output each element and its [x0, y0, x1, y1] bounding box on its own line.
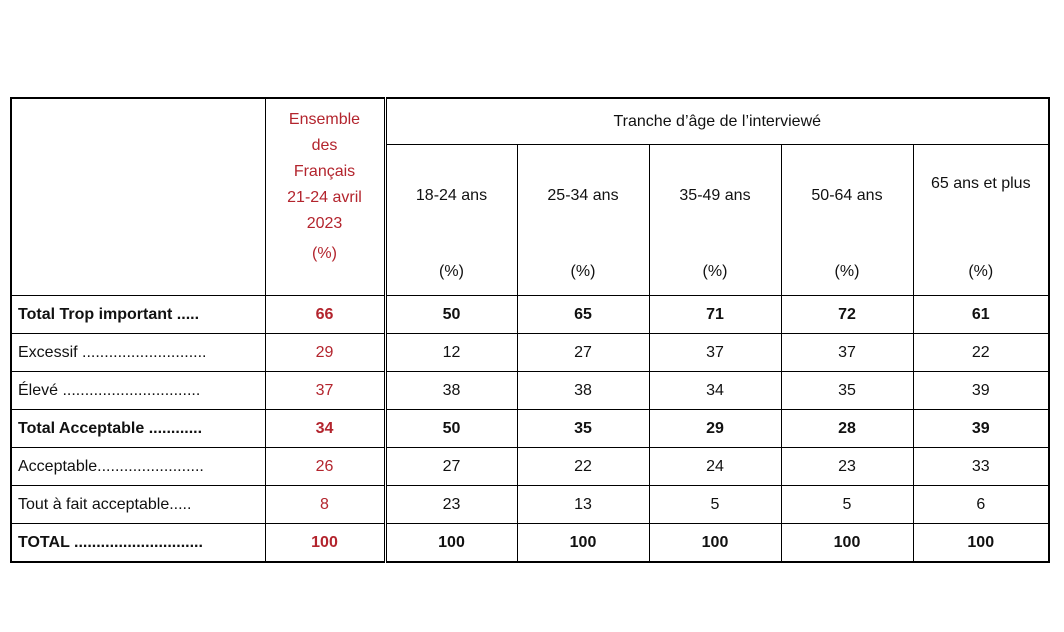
- age-value: 39: [912, 371, 1051, 410]
- age-value: 27: [384, 447, 518, 486]
- row-label: Total Acceptable ............: [10, 409, 266, 448]
- ensemble-value: 66: [264, 295, 387, 334]
- row-label: Total Trop important .....: [10, 295, 266, 334]
- age-column-unit: (%): [439, 263, 464, 280]
- ensemble-header-line4: 21-24 avril: [287, 189, 362, 206]
- age-column-label: 35-49 ans: [679, 187, 751, 204]
- age-value: 100: [384, 523, 518, 563]
- ensemble-value: 34: [264, 409, 387, 448]
- age-value: 100: [516, 523, 650, 563]
- age-value: 12: [384, 333, 518, 372]
- header-row-2: 18-24 ans (%) 25-34 ans (%) 35-49 ans (%…: [11, 144, 1051, 296]
- age-column-label: 65 ans et plus: [930, 175, 1031, 192]
- row-label: TOTAL .............................: [10, 523, 266, 563]
- age-column-label: 18-24 ans: [415, 187, 488, 204]
- table-row: Élevé ............................... 37 3…: [10, 371, 1051, 410]
- age-value: 37: [648, 333, 782, 372]
- ensemble-header-line3: Français: [293, 163, 356, 180]
- age-value: 61: [912, 295, 1051, 334]
- age-value: 50: [384, 409, 518, 448]
- ensemble-header: Ensemble des Français 21-24 avril 2023 (…: [264, 97, 387, 296]
- age-column-unit: (%): [968, 263, 994, 280]
- age-value: 27: [516, 333, 650, 372]
- age-value: 38: [384, 371, 518, 410]
- age-value: 24: [648, 447, 782, 486]
- age-column-header: 35-49 ans (%): [648, 144, 782, 296]
- age-value: 35: [780, 371, 914, 410]
- row-label: Tout à fait acceptable.....: [10, 485, 266, 524]
- age-value: 22: [516, 447, 650, 486]
- survey-table: Ensemble des Français 21-24 avril 2023 (…: [10, 97, 1051, 563]
- row-label: Excessif ............................: [10, 333, 266, 372]
- ensemble-value: 26: [264, 447, 387, 486]
- age-column-unit: (%): [834, 263, 860, 280]
- ensemble-header-line1: Ensemble: [288, 111, 361, 128]
- age-column-unit: (%): [702, 263, 728, 280]
- age-value: 6: [912, 485, 1051, 524]
- table-row: TOTAL ............................. 100 10…: [10, 523, 1051, 563]
- age-column-label: 50-64 ans: [811, 187, 883, 204]
- age-value: 100: [912, 523, 1051, 563]
- age-value: 33: [912, 447, 1051, 486]
- age-value: 38: [516, 371, 650, 410]
- age-group-header: Tranche d’âge de l’interviewé: [384, 97, 1051, 145]
- table-row: Total Trop important ..... 66 50 65 71 72 61: [10, 295, 1051, 334]
- table-row: Excessif ............................ 29 1…: [10, 333, 1051, 372]
- table-row: Acceptable........................ 26 27 22…: [10, 447, 1051, 486]
- age-value: 37: [780, 333, 914, 372]
- age-value: 23: [384, 485, 518, 524]
- age-value: 100: [780, 523, 914, 563]
- ensemble-header-unit: (%): [312, 245, 337, 262]
- ensemble-header-line5: 2023: [306, 215, 343, 232]
- ensemble-header-line2: des: [311, 137, 338, 154]
- age-value: 50: [384, 295, 518, 334]
- table-row: Tout à fait acceptable..... 8 23 13 5 5 6: [10, 485, 1051, 524]
- age-value: 5: [648, 485, 782, 524]
- empty-corner-cell: [10, 97, 266, 296]
- age-value: 5: [780, 485, 914, 524]
- age-value: 39: [912, 409, 1051, 448]
- age-value: 23: [780, 447, 914, 486]
- age-column-header: 65 ans et plus (%): [912, 144, 1051, 296]
- age-column-header: 18-24 ans (%): [384, 144, 518, 296]
- ensemble-value: 8: [264, 485, 387, 524]
- ensemble-value: 100: [264, 523, 387, 563]
- row-label: Acceptable........................: [10, 447, 266, 486]
- age-value: 34: [648, 371, 782, 410]
- ensemble-value: 29: [264, 333, 387, 372]
- row-label: Élevé ...............................: [10, 371, 266, 410]
- age-value: 29: [648, 409, 782, 448]
- age-value: 22: [912, 333, 1051, 372]
- age-value: 71: [648, 295, 782, 334]
- age-value: 13: [516, 485, 650, 524]
- age-column-label: 25-34 ans: [547, 187, 619, 204]
- age-value: 65: [516, 295, 650, 334]
- age-value: 35: [516, 409, 650, 448]
- table-body: Total Trop important ..... 66 50 65 71 72 61 Ex…: [10, 295, 1051, 563]
- age-value: 28: [780, 409, 914, 448]
- table-row: Total Acceptable ............ 34 50 35 29 28 3…: [10, 409, 1051, 448]
- age-value: 72: [780, 295, 914, 334]
- age-value: 100: [648, 523, 782, 563]
- age-column-unit: (%): [570, 263, 596, 280]
- age-column-header: 50-64 ans (%): [780, 144, 914, 296]
- ensemble-value: 37: [264, 371, 387, 410]
- age-column-header: 25-34 ans (%): [516, 144, 650, 296]
- header-row-1: Ensemble des Français 21-24 avril 2023 (…: [10, 97, 1051, 296]
